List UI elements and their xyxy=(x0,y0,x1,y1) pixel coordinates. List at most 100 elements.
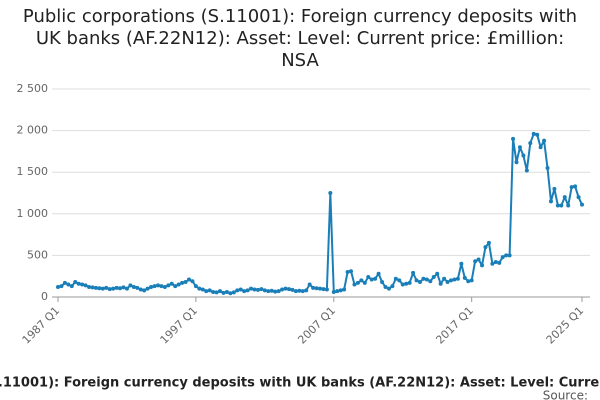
point xyxy=(269,288,274,293)
point xyxy=(566,203,571,208)
point xyxy=(159,284,164,289)
point xyxy=(414,278,419,283)
point xyxy=(324,287,329,292)
point xyxy=(352,282,357,287)
point xyxy=(469,278,474,283)
point xyxy=(421,276,426,281)
y-tick-label: 2 500 xyxy=(17,82,49,95)
point xyxy=(424,277,429,282)
point xyxy=(580,202,584,207)
point xyxy=(204,289,209,294)
point xyxy=(162,285,167,290)
point xyxy=(483,245,488,250)
y-tick-label: 500 xyxy=(27,248,48,261)
point xyxy=(473,259,478,264)
source: Source: xyxy=(543,389,588,400)
point xyxy=(452,277,457,282)
point xyxy=(293,289,298,294)
point xyxy=(255,287,260,292)
point xyxy=(221,290,226,295)
point xyxy=(404,281,409,286)
point xyxy=(118,286,123,291)
point xyxy=(514,160,519,165)
point xyxy=(62,280,67,285)
point xyxy=(362,280,367,285)
point xyxy=(376,271,381,276)
point xyxy=(93,285,98,290)
point xyxy=(359,278,364,283)
point xyxy=(245,288,250,293)
point xyxy=(169,281,174,286)
x-tick-label: 1987 Q1 xyxy=(20,304,63,347)
point xyxy=(524,168,529,173)
point xyxy=(476,257,481,262)
point xyxy=(231,290,236,295)
point xyxy=(135,285,140,290)
point xyxy=(238,287,243,292)
point xyxy=(428,279,433,284)
point xyxy=(176,282,181,287)
point xyxy=(66,282,71,287)
x-tick-label: 2025 Q1 xyxy=(544,304,587,347)
point xyxy=(193,284,198,289)
point xyxy=(197,286,202,291)
point xyxy=(338,288,343,293)
point xyxy=(569,185,574,190)
point xyxy=(435,271,440,276)
point xyxy=(459,261,464,266)
point xyxy=(407,280,412,285)
point xyxy=(562,195,567,200)
point xyxy=(252,287,257,292)
point xyxy=(200,287,205,292)
point xyxy=(266,289,271,294)
point xyxy=(242,289,247,294)
point xyxy=(328,191,333,195)
point xyxy=(286,287,291,292)
point xyxy=(542,138,547,143)
point xyxy=(131,285,136,290)
point xyxy=(152,284,157,289)
point xyxy=(431,275,436,280)
point xyxy=(166,283,171,288)
point xyxy=(228,291,233,296)
point xyxy=(311,285,316,290)
point xyxy=(273,289,278,294)
y-tick-label: 1 500 xyxy=(17,165,49,178)
x-tick-label: 2007 Q1 xyxy=(295,304,338,347)
point xyxy=(183,280,188,285)
point xyxy=(276,289,281,294)
point xyxy=(500,255,505,260)
point xyxy=(455,276,460,281)
point xyxy=(314,286,319,291)
point xyxy=(249,286,254,291)
point xyxy=(345,270,350,275)
y-tick-label: 0 xyxy=(41,290,48,303)
point xyxy=(366,275,371,280)
point xyxy=(538,145,543,150)
point xyxy=(411,270,416,275)
point xyxy=(442,276,447,281)
point xyxy=(173,284,178,289)
point xyxy=(373,276,378,281)
point xyxy=(259,287,264,292)
point xyxy=(490,261,495,266)
point xyxy=(466,279,471,284)
point xyxy=(76,281,81,286)
point xyxy=(97,286,102,291)
point xyxy=(555,203,560,208)
point xyxy=(283,286,288,291)
point xyxy=(180,280,185,285)
point xyxy=(545,166,550,171)
point xyxy=(480,263,485,268)
point xyxy=(390,284,395,289)
point xyxy=(190,279,195,284)
point xyxy=(100,286,105,291)
point xyxy=(559,203,564,208)
point xyxy=(335,289,340,294)
point xyxy=(207,288,212,293)
point xyxy=(517,145,522,150)
point xyxy=(528,141,533,146)
point xyxy=(104,285,109,290)
point xyxy=(107,287,112,292)
